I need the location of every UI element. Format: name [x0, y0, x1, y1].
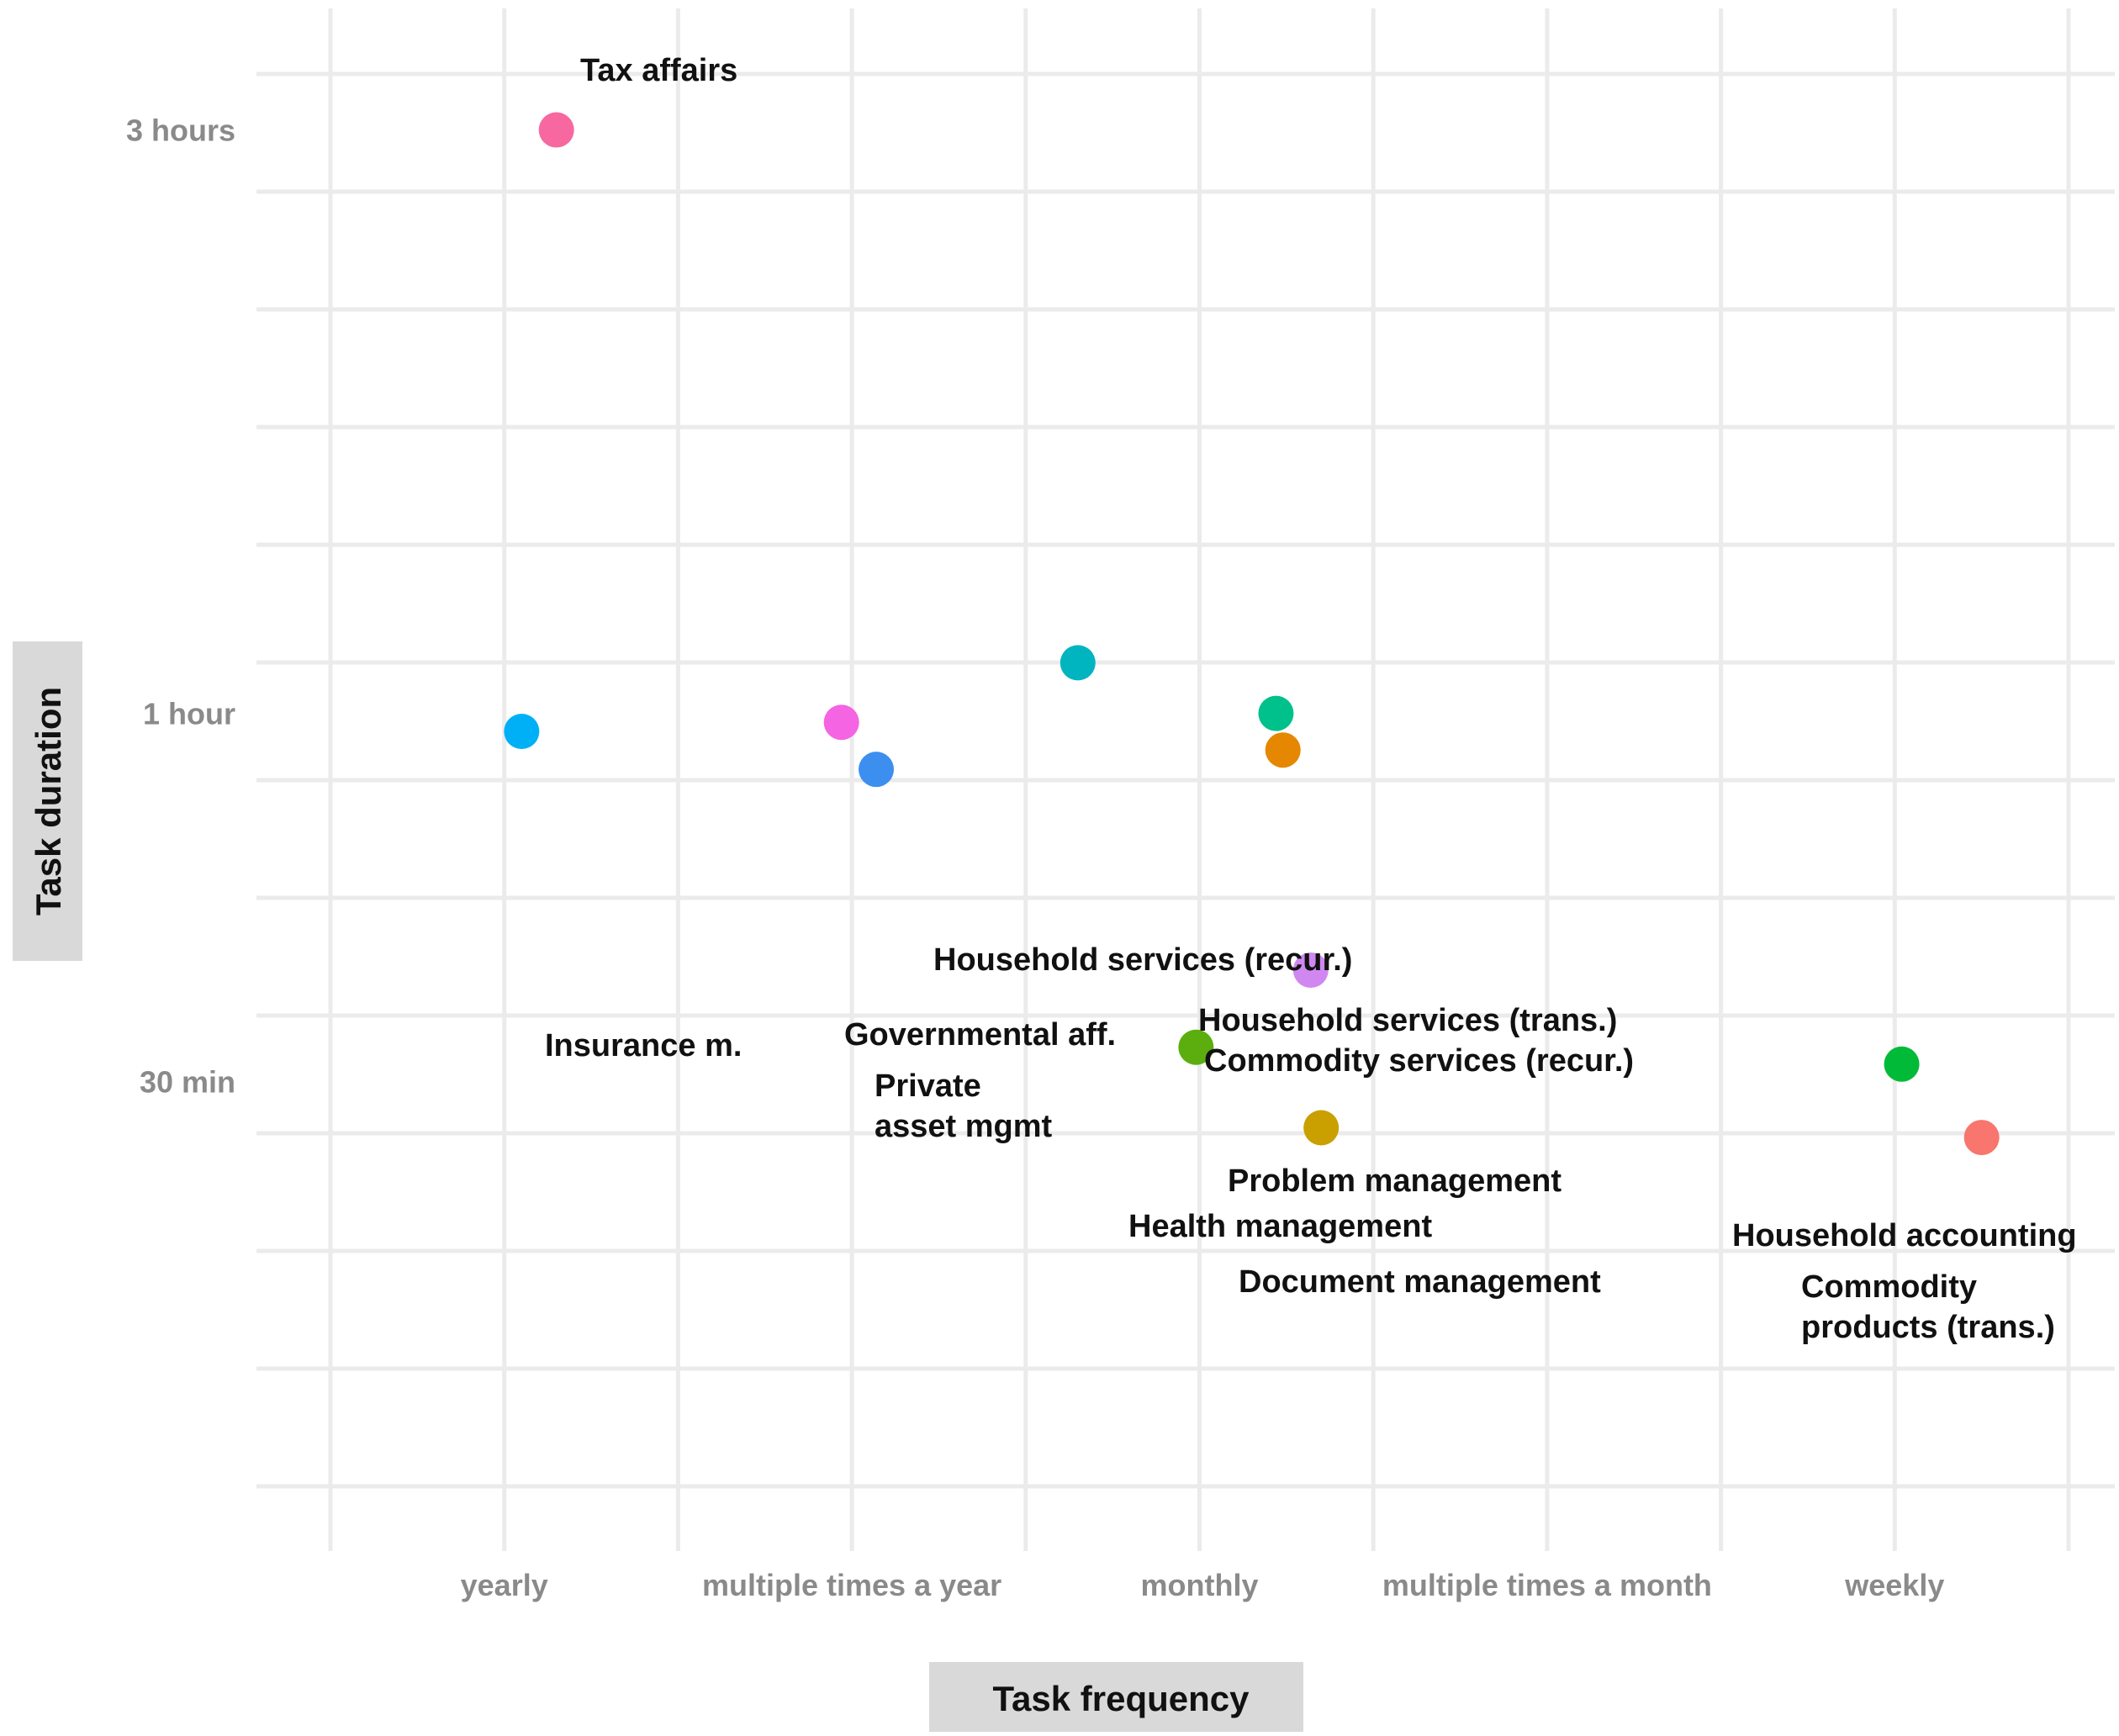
x-axis-title: Task frequency — [929, 1662, 1303, 1732]
x-tick-label: weekly — [1844, 1568, 1944, 1602]
point-label-problem-mgmt: Problem management — [1228, 1163, 1562, 1199]
point-label-insurance: Insurance m. — [545, 1028, 742, 1063]
y-tick-label: 30 min — [140, 1065, 235, 1100]
scatter-point — [1060, 645, 1096, 681]
point-label-governmental: Governmental aff. — [844, 1017, 1116, 1053]
point-label-private-asset-line1: Private — [875, 1069, 981, 1104]
y-axis-ticks: 3 hours 1 hour 30 min — [126, 113, 235, 1100]
y-axis-title-text: Task duration — [29, 687, 68, 915]
y-axis-title-box — [13, 641, 82, 961]
x-axis-ticks: yearly multiple times a year monthly multip… — [461, 1568, 1945, 1602]
scatter-point — [1265, 732, 1301, 768]
data-points — [504, 112, 2000, 1156]
grid — [256, 8, 2115, 1551]
point-label-commodity-services-recur: Commodity services (recur.) — [1204, 1043, 1634, 1079]
point-label-document-mgmt: Document management — [1239, 1264, 1601, 1300]
x-tick-label: yearly — [461, 1568, 548, 1602]
scatter-point — [1963, 1120, 2000, 1156]
x-tick-label: multiple times a month — [1382, 1568, 1712, 1602]
scatter-point — [1178, 1029, 1214, 1065]
scatter-point — [504, 714, 540, 750]
x-axis-title-box — [929, 1662, 1303, 1732]
scatter-point — [1258, 695, 1294, 731]
scatter-point — [538, 112, 574, 148]
point-label-household-accounting: Household accounting — [1732, 1218, 2077, 1253]
y-tick-label: 1 hour — [143, 697, 235, 731]
point-label-private-asset-line2: asset mgmt — [875, 1109, 1053, 1144]
point-labels: Tax affairs Household services (recur.) … — [545, 53, 2077, 1345]
scatter-point — [859, 752, 895, 788]
x-tick-label: multiple times a year — [702, 1568, 1001, 1602]
scatter-point — [1884, 1046, 1920, 1082]
point-label-household-services-trans: Household services (trans.) — [1198, 1003, 1617, 1038]
x-axis-title-text: Task frequency — [992, 1679, 1250, 1718]
point-label-household-services-recur: Household services (recur.) — [933, 942, 1352, 978]
x-tick-label: monthly — [1141, 1568, 1259, 1602]
y-tick-label: 3 hours — [126, 113, 235, 148]
point-label-commodity-products-line1: Commodity — [1801, 1269, 1977, 1305]
point-label-commodity-products-line2: products (trans.) — [1801, 1310, 2055, 1345]
scatter-point — [823, 704, 859, 741]
y-axis-title: Task duration — [13, 641, 82, 961]
scatter-point — [1303, 1110, 1340, 1146]
point-label-health-mgmt: Health management — [1128, 1209, 1432, 1244]
point-label-tax-affairs: Tax affairs — [580, 53, 737, 88]
scatter-point — [1292, 952, 1329, 989]
